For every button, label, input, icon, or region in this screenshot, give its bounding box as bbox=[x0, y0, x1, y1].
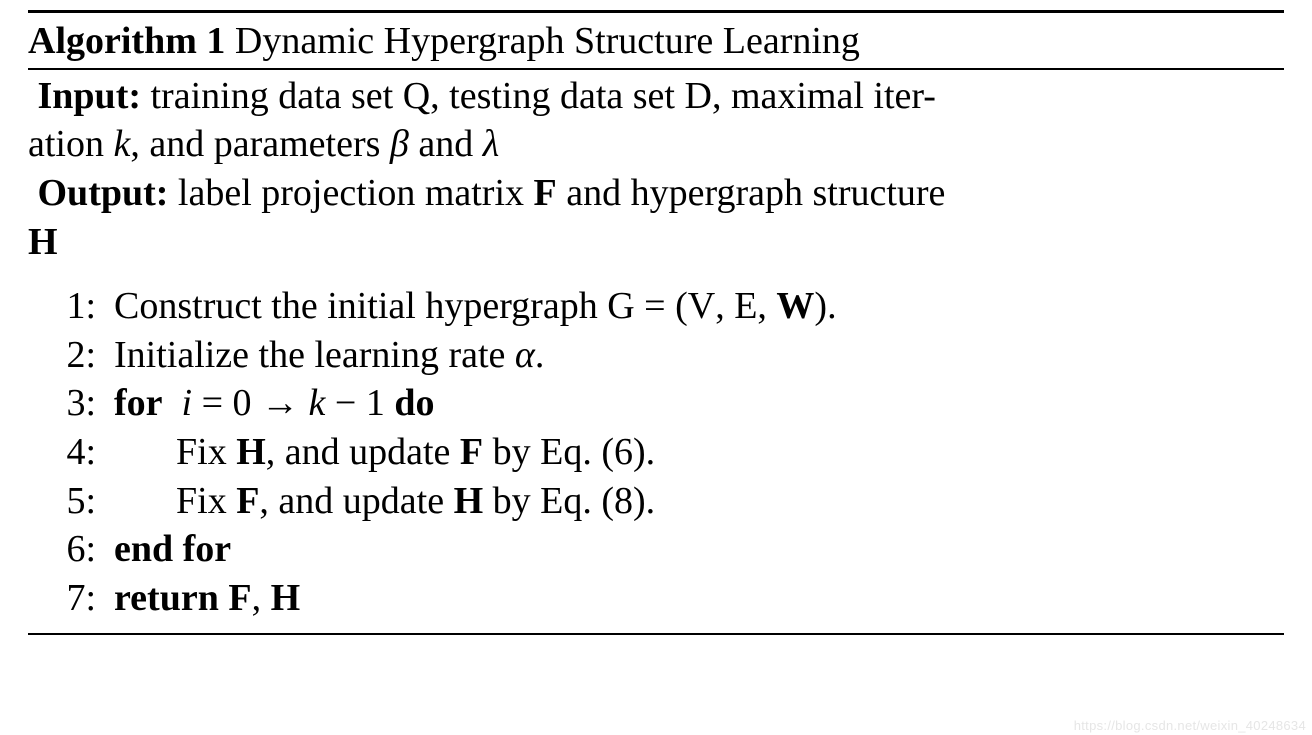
step-3: 3: for i = 0 → k − 1 do bbox=[28, 379, 1284, 428]
symbol-i: i bbox=[182, 382, 193, 424]
step-text: Initialize the learning rate bbox=[114, 334, 515, 376]
symbol-lambda: λ bbox=[483, 123, 499, 165]
input-text-6: and bbox=[409, 123, 483, 165]
symbol-D: D bbox=[685, 75, 712, 117]
input-text-1: training data set bbox=[141, 75, 403, 117]
symbol-H: H bbox=[271, 577, 301, 619]
step-1: 1: Construct the initial hypergraph G = … bbox=[28, 282, 1284, 331]
symbol-E: E bbox=[734, 285, 757, 327]
step-6: 6: end for bbox=[28, 525, 1284, 574]
step-text: Fix bbox=[176, 431, 236, 473]
symbol-H: H bbox=[236, 431, 266, 473]
step-text: ). bbox=[814, 285, 836, 327]
symbol-H: H bbox=[28, 221, 58, 263]
step-text: by Eq. (6). bbox=[483, 431, 655, 473]
step-text: , and update bbox=[266, 431, 460, 473]
input-text-3: , maximal iter- bbox=[712, 75, 936, 117]
step-5: 5: Fix F, and update H by Eq. (8). bbox=[28, 477, 1284, 526]
step-body: Initialize the learning rate α. bbox=[114, 331, 1284, 380]
step-text: = 0 → bbox=[192, 382, 308, 424]
keyword-return: return bbox=[114, 577, 228, 619]
watermark-text: https://blog.csdn.net/weixin_40248634 bbox=[1074, 718, 1306, 735]
symbol-F: F bbox=[236, 480, 259, 522]
symbol-Q: Q bbox=[403, 75, 430, 117]
keyword-do: do bbox=[394, 382, 434, 424]
step-text: , bbox=[252, 577, 271, 619]
step-text: , bbox=[757, 285, 776, 327]
step-body: for i = 0 → k − 1 do bbox=[114, 379, 1284, 428]
step-2: 2: Initialize the learning rate α. bbox=[28, 331, 1284, 380]
step-body: Fix H, and update F by Eq. (6). bbox=[114, 428, 1284, 477]
symbol-F: F bbox=[534, 172, 557, 214]
symbol-F: F bbox=[228, 577, 251, 619]
step-body: Construct the initial hypergraph G = (V,… bbox=[114, 282, 1284, 331]
step-text: Construct the initial hypergraph bbox=[114, 285, 607, 327]
symbol-F: F bbox=[460, 431, 483, 473]
input-line-1: Input: training data set Q, testing data… bbox=[28, 72, 1284, 121]
input-label: Input: bbox=[38, 75, 142, 117]
step-text: = ( bbox=[635, 285, 688, 327]
output-label: Output: bbox=[38, 172, 169, 214]
top-rule bbox=[28, 10, 1284, 13]
output-text-1: label projection matrix bbox=[168, 172, 533, 214]
input-line-2: ation k, and parameters β and λ bbox=[28, 120, 1284, 169]
symbol-k: k bbox=[309, 382, 326, 424]
symbol-k: k bbox=[113, 123, 130, 165]
output-line-2: H bbox=[28, 218, 1284, 267]
step-text: by Eq. (8). bbox=[483, 480, 655, 522]
algorithm-steps: 1: Construct the initial hypergraph G = … bbox=[28, 272, 1284, 632]
step-text bbox=[163, 382, 182, 424]
step-number: 5: bbox=[28, 477, 114, 526]
input-text-2: , testing data set bbox=[430, 75, 684, 117]
keyword-endfor: end for bbox=[114, 528, 231, 570]
step-4: 4: Fix H, and update F by Eq. (6). bbox=[28, 428, 1284, 477]
output-text-2: and hypergraph structure bbox=[557, 172, 946, 214]
algorithm-label: Algorithm 1 bbox=[28, 20, 225, 62]
symbol-beta: β bbox=[390, 123, 409, 165]
input-text-4: ation bbox=[28, 123, 113, 165]
io-block: Input: training data set Q, testing data… bbox=[28, 70, 1284, 273]
symbol-V: V bbox=[688, 285, 715, 327]
symbol-H: H bbox=[454, 480, 484, 522]
step-text: Fix bbox=[176, 480, 236, 522]
step-text: . bbox=[535, 334, 545, 376]
algorithm-header: Algorithm 1 Dynamic Hypergraph Structure… bbox=[28, 17, 1284, 68]
step-number: 1: bbox=[28, 282, 114, 331]
symbol-W: W bbox=[776, 285, 814, 327]
step-body: end for bbox=[114, 525, 1284, 574]
step-text: , and update bbox=[259, 480, 453, 522]
step-number: 2: bbox=[28, 331, 114, 380]
bottom-rule bbox=[28, 633, 1284, 635]
step-body: Fix F, and update H by Eq. (8). bbox=[114, 477, 1284, 526]
step-7: 7: return F, H bbox=[28, 574, 1284, 623]
step-body: return F, H bbox=[114, 574, 1284, 623]
keyword-for: for bbox=[114, 382, 163, 424]
step-number: 3: bbox=[28, 379, 114, 428]
symbol-alpha: α bbox=[515, 334, 535, 376]
step-text: , bbox=[715, 285, 734, 327]
input-text-5: , and parameters bbox=[130, 123, 390, 165]
step-text: − 1 bbox=[325, 382, 394, 424]
symbol-G: G bbox=[607, 285, 634, 327]
output-line-1: Output: label projection matrix F and hy… bbox=[28, 169, 1284, 218]
step-number: 7: bbox=[28, 574, 114, 623]
step-number: 6: bbox=[28, 525, 114, 574]
step-number: 4: bbox=[28, 428, 114, 477]
algorithm-title: Dynamic Hypergraph Structure Learning bbox=[225, 20, 860, 62]
